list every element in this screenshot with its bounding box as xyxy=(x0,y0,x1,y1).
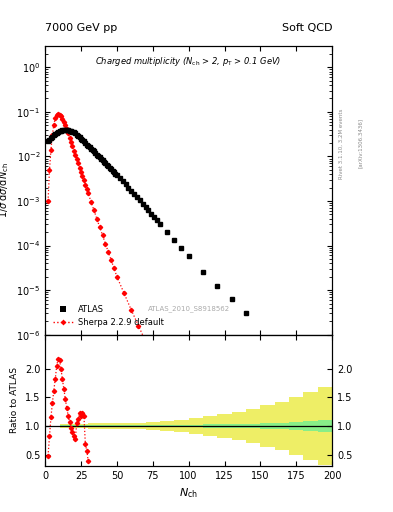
Text: Rivet 3.1.10, 3.2M events: Rivet 3.1.10, 3.2M events xyxy=(339,108,344,179)
Sherpa 2.2.9 default xyxy=(56,111,61,117)
ATLAS xyxy=(106,163,111,169)
Sherpa 2.2.9 default xyxy=(100,232,105,239)
Sherpa 2.2.9 default xyxy=(46,198,50,204)
Line: Sherpa 2.2.9 default: Sherpa 2.2.9 default xyxy=(46,113,334,512)
Text: Soft QCD: Soft QCD xyxy=(282,23,332,33)
Text: [arXiv:1306.3436]: [arXiv:1306.3436] xyxy=(358,118,363,168)
Sherpa 2.2.9 default xyxy=(76,160,81,166)
ATLAS xyxy=(82,138,86,144)
X-axis label: $N_\mathrm{ch}$: $N_\mathrm{ch}$ xyxy=(179,486,198,500)
ATLAS xyxy=(301,363,306,369)
Line: ATLAS: ATLAS xyxy=(46,127,305,368)
Sherpa 2.2.9 default xyxy=(92,207,96,214)
ATLAS xyxy=(70,129,75,135)
ATLAS xyxy=(186,253,191,259)
Y-axis label: Ratio to ATLAS: Ratio to ATLAS xyxy=(10,367,19,433)
Text: ATLAS_2010_S8918562: ATLAS_2010_S8918562 xyxy=(148,305,230,312)
Y-axis label: $1/\sigma\,\mathrm{d}\sigma/\mathrm{d}N_\mathrm{ch}$: $1/\sigma\,\mathrm{d}\sigma/\mathrm{d}N_… xyxy=(0,162,11,218)
Text: 7000 GeV pp: 7000 GeV pp xyxy=(45,23,118,33)
Sherpa 2.2.9 default xyxy=(97,224,102,230)
ATLAS xyxy=(69,128,73,134)
ATLAS xyxy=(61,126,66,133)
Sherpa 2.2.9 default xyxy=(112,265,116,271)
ATLAS xyxy=(46,138,50,144)
Sherpa 2.2.9 default xyxy=(60,116,65,122)
Legend: ATLAS, Sherpa 2.2.9 default: ATLAS, Sherpa 2.2.9 default xyxy=(50,302,167,331)
ATLAS xyxy=(105,162,109,168)
Text: Charged multiplicity ($N_\mathrm{ch}$ > 2, $p_\mathrm{T}$ > 0.1 GeV): Charged multiplicity ($N_\mathrm{ch}$ > … xyxy=(95,55,282,68)
